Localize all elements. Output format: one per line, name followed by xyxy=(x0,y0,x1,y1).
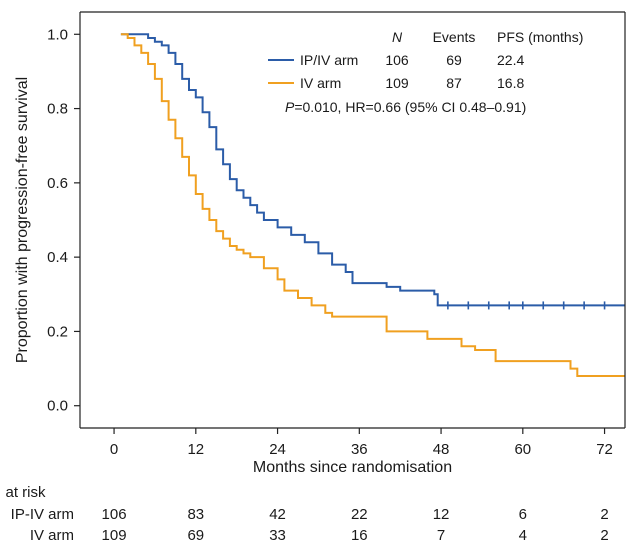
y-tick-label: 0.0 xyxy=(47,398,68,415)
stat-values: =0.010, HR=0.66 (95% CI 0.48–0.91) xyxy=(294,99,526,115)
legend-pfs-iv: 16.8 xyxy=(497,75,524,91)
legend-statistics: P=0.010, HR=0.66 (95% CI 0.48–0.91) xyxy=(285,99,526,115)
legend-header-n: N xyxy=(392,29,403,45)
y-tick-label: 0.4 xyxy=(47,249,68,266)
x-tick-label: 72 xyxy=(596,441,613,458)
risk-value: 83 xyxy=(187,506,204,523)
risk-table-title: No. at risk xyxy=(0,484,46,501)
risk-value: 7 xyxy=(437,527,445,544)
risk-value: 22 xyxy=(351,506,368,523)
x-tick-label: 36 xyxy=(351,441,368,458)
legend-events-ipiv: 69 xyxy=(446,52,462,68)
risk-row-label-iv: IV arm xyxy=(30,527,74,544)
legend-header-pfs: PFS (months) xyxy=(497,29,583,45)
y-tick-label: 0.2 xyxy=(47,323,68,340)
y-axis-label: Proportion with progression-free surviva… xyxy=(14,77,31,363)
legend-events-iv: 87 xyxy=(446,75,462,91)
legend-header-events: Events xyxy=(433,29,476,45)
plot-area xyxy=(120,33,625,377)
x-tick-label: 60 xyxy=(514,441,531,458)
legend-n-iv: 109 xyxy=(385,75,409,91)
series-line-ipiv xyxy=(120,33,625,307)
risk-row-label-ipiv: IP-IV arm xyxy=(11,506,74,523)
x-axis-label: Months since randomisation xyxy=(253,459,452,476)
risk-value: 2 xyxy=(600,527,608,544)
risk-value: 109 xyxy=(102,527,127,544)
risk-value: 6 xyxy=(519,506,527,523)
risk-value: 69 xyxy=(187,527,204,544)
y-tick-label: 0.6 xyxy=(47,175,68,192)
risk-value: 4 xyxy=(519,527,527,544)
y-tick-label: 0.8 xyxy=(47,101,68,118)
legend-n-ipiv: 106 xyxy=(385,52,409,68)
x-tick-label: 24 xyxy=(269,441,286,458)
series-line-iv xyxy=(120,33,625,377)
x-tick-label: 12 xyxy=(187,441,204,458)
legend: N Events PFS (months) IP/IV arm 106 69 2… xyxy=(268,29,583,115)
legend-pfs-ipiv: 22.4 xyxy=(497,52,524,68)
risk-value: 16 xyxy=(351,527,368,544)
legend-name-ipiv: IP/IV arm xyxy=(300,52,358,68)
x-tick-label: 0 xyxy=(110,441,118,458)
y-ticks: 0.0 0.2 0.4 0.6 0.8 1.0 xyxy=(47,26,80,415)
x-ticks: 0 12 24 36 48 60 72 xyxy=(110,428,613,458)
x-tick-label: 48 xyxy=(433,441,450,458)
stat-p-symbol: P xyxy=(285,99,295,115)
axes: 0 12 24 36 48 60 72 0.0 0.2 0.4 0.6 0.8 1.0 xyxy=(47,11,626,458)
risk-table: No. at risk IP-IV arm IV arm 10683422212… xyxy=(0,484,609,544)
risk-value: 42 xyxy=(269,506,286,523)
legend-name-iv: IV arm xyxy=(300,75,341,91)
risk-value: 33 xyxy=(269,527,286,544)
risk-value: 106 xyxy=(102,506,127,523)
y-tick-label: 1.0 xyxy=(47,26,68,43)
risk-value: 2 xyxy=(600,506,608,523)
risk-value: 12 xyxy=(433,506,450,523)
